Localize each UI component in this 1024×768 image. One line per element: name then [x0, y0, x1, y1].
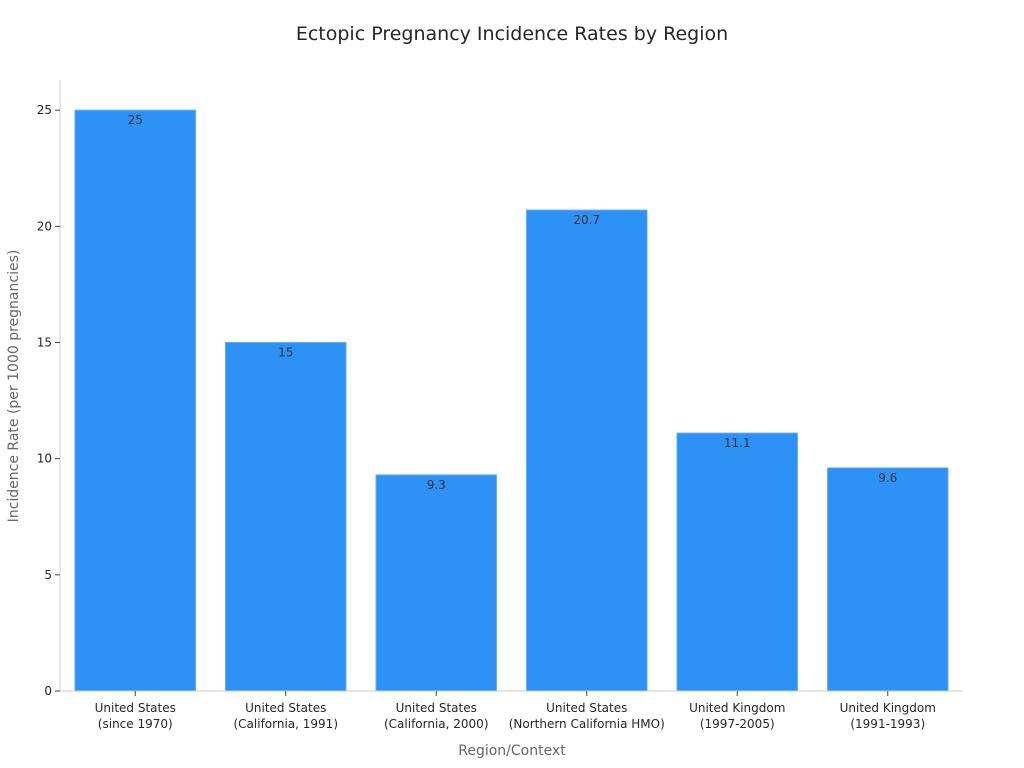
x-tick-label: (1997-2005) — [700, 717, 775, 731]
x-axis-label: Region/Context — [458, 743, 566, 759]
x-tick-label: United Kingdom — [840, 701, 936, 715]
data-label: 25 — [128, 113, 143, 127]
data-label: 9.3 — [427, 478, 446, 492]
y-tick-label: 5 — [44, 568, 52, 582]
x-tick-label: (California, 2000) — [384, 717, 489, 731]
x-tick-label: United States — [396, 701, 477, 715]
y-tick-label: 25 — [37, 103, 52, 117]
x-tick-label: (Northern California HMO) — [509, 717, 665, 731]
bar — [225, 342, 347, 692]
bar — [375, 474, 497, 692]
bar — [74, 109, 196, 692]
y-axis-label: Incidence Rate (per 1000 pregnancies) — [6, 250, 22, 523]
x-tick-label: (California, 1991) — [233, 717, 338, 731]
y-tick-label: 0 — [44, 684, 52, 698]
data-label: 11.1 — [724, 436, 751, 450]
x-tick-label: United States — [546, 701, 627, 715]
bar — [526, 209, 648, 692]
bar — [827, 467, 949, 692]
bar — [676, 432, 798, 692]
y-tick-label: 10 — [37, 452, 52, 466]
y-tick-label: 15 — [37, 336, 52, 350]
data-label: 20.7 — [573, 213, 600, 227]
x-tick-label: United Kingdom — [689, 701, 785, 715]
data-label: 9.6 — [878, 471, 897, 485]
x-tick-label: United States — [95, 701, 176, 715]
x-tick-label: (1991-1993) — [850, 717, 925, 731]
data-label: 15 — [278, 346, 293, 360]
x-tick-label: (since 1970) — [98, 717, 173, 731]
chart-title: Ectopic Pregnancy Incidence Rates by Reg… — [296, 23, 728, 45]
x-tick-label: United States — [245, 701, 326, 715]
y-tick-label: 20 — [37, 219, 52, 233]
